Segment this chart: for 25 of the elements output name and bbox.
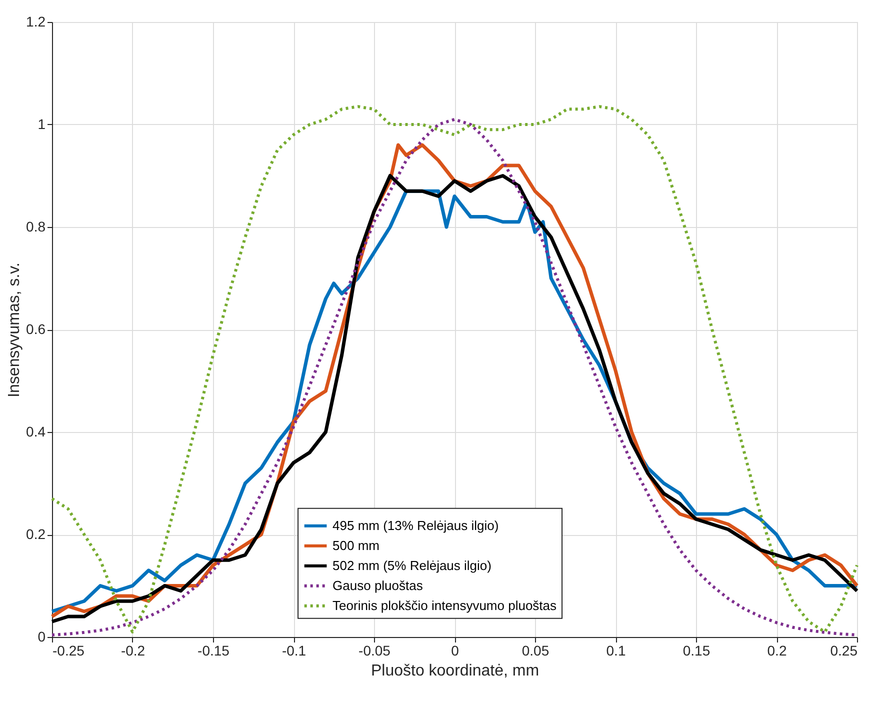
y-tick-label: 0.4 [26, 424, 46, 440]
x-tick-label: 0.2 [767, 642, 787, 658]
x-tick-label: 0.1 [606, 642, 626, 658]
x-tick-label: -0.2 [120, 642, 146, 658]
x-tick-label: -0.25 [52, 642, 85, 658]
legend-label: 500 mm [332, 538, 380, 553]
y-axis-title: Insensyvumas, s.v. [6, 262, 24, 398]
x-tick-label: -0.05 [358, 642, 391, 658]
x-tick-label: 0 [451, 642, 460, 658]
x-tick-label: 0.05 [522, 642, 550, 658]
y-tick-label: 1 [38, 116, 46, 132]
y-tick-label: 0.6 [26, 321, 46, 337]
x-tick-label: -0.15 [198, 642, 230, 658]
y-tick-label: 0 [38, 628, 46, 644]
x-axis-title: Pluošto koordinatė, mm [370, 662, 540, 680]
x-tick-label: -0.1 [282, 642, 306, 658]
legend-label: 495 mm (13% Relėjaus ilgio) [332, 518, 499, 533]
x-tick-label: 0.25 [830, 642, 858, 658]
legend-label: 502 mm (5% Relėjaus ilgio) [332, 558, 492, 573]
legend-label: Gauso pluoštas [332, 578, 424, 593]
y-tick-label: 0.8 [26, 218, 46, 234]
y-tick-label: 0.2 [26, 526, 46, 542]
legend-label: Teorinis plokščio intensyvumo pluoštas [332, 598, 558, 613]
x-tick-label: 0.15 [682, 642, 710, 658]
y-tick-label: 1.2 [26, 14, 46, 30]
